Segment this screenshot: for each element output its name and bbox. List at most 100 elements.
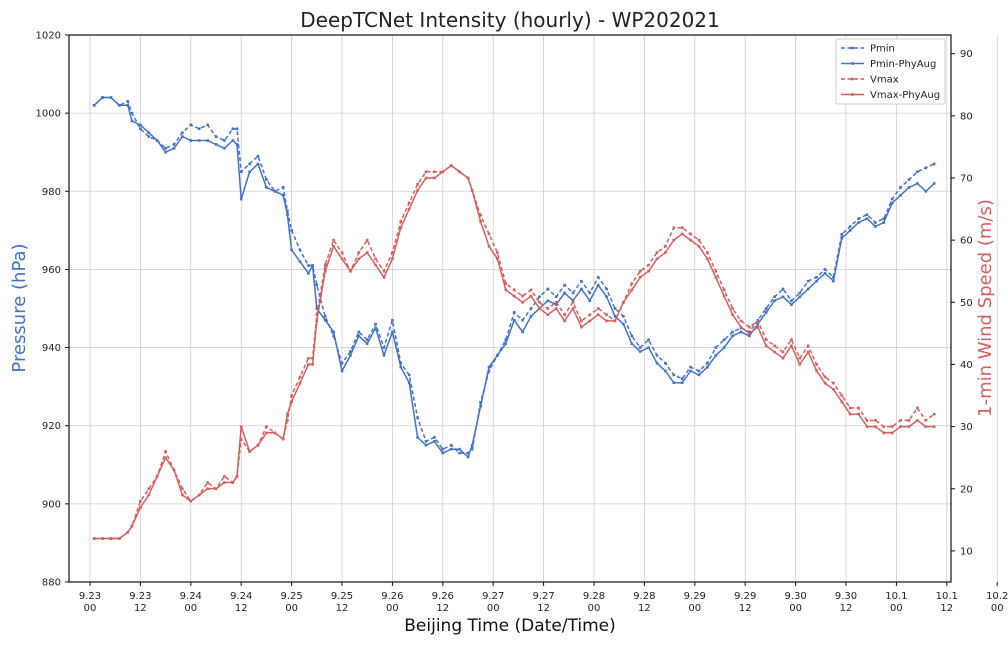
data-point xyxy=(504,338,508,342)
data-point xyxy=(680,226,684,229)
data-point xyxy=(164,147,167,150)
data-point xyxy=(857,217,860,220)
data-point xyxy=(265,178,268,181)
data-point xyxy=(630,288,634,292)
data-point xyxy=(622,315,625,318)
data-point xyxy=(655,251,659,254)
data-point xyxy=(748,330,751,334)
data-point xyxy=(399,361,403,365)
x-tick-time: 12 xyxy=(537,603,550,614)
data-point xyxy=(890,431,894,435)
data-point xyxy=(806,287,810,291)
data-point xyxy=(470,447,474,451)
data-point xyxy=(307,264,310,267)
data-point xyxy=(932,182,936,185)
data-point xyxy=(449,443,453,447)
data-point xyxy=(470,189,474,192)
data-point xyxy=(504,282,508,285)
data-point xyxy=(924,419,928,422)
data-point xyxy=(672,226,676,229)
data-point xyxy=(407,207,411,211)
data-point xyxy=(706,251,709,254)
data-point xyxy=(286,419,289,422)
data-point xyxy=(206,481,209,484)
data-point xyxy=(298,381,302,385)
data-point xyxy=(206,123,209,127)
data-point xyxy=(521,294,524,298)
data-point xyxy=(399,226,403,229)
data-point xyxy=(815,363,818,366)
data-point xyxy=(286,209,289,213)
x-tick-time: 12 xyxy=(840,603,853,614)
data-point xyxy=(504,342,508,345)
data-point xyxy=(739,319,743,323)
data-point xyxy=(622,322,625,326)
data-point xyxy=(588,319,592,323)
data-point xyxy=(382,269,386,273)
data-point xyxy=(92,104,96,107)
data-point xyxy=(580,279,583,283)
data-point xyxy=(433,436,436,439)
x-tick-time: 00 xyxy=(184,603,197,614)
x-tick-date: 9.25 xyxy=(331,591,353,602)
data-point xyxy=(890,425,894,428)
data-point xyxy=(806,279,810,283)
left-tick-label: 940 xyxy=(42,343,61,354)
data-point xyxy=(433,440,436,443)
data-point xyxy=(781,350,785,354)
data-point xyxy=(155,139,159,142)
data-point xyxy=(164,150,167,154)
data-point xyxy=(118,104,121,107)
data-point xyxy=(311,363,314,366)
data-point xyxy=(874,425,877,428)
data-point xyxy=(340,361,344,365)
data-point xyxy=(374,326,377,330)
data-point xyxy=(365,338,369,342)
data-point xyxy=(130,119,134,123)
data-point xyxy=(899,193,902,197)
data-point xyxy=(441,170,445,174)
data-point xyxy=(197,493,201,497)
data-point xyxy=(605,313,608,317)
data-point xyxy=(126,100,130,103)
data-point xyxy=(790,344,793,348)
data-point xyxy=(647,338,650,342)
data-point xyxy=(890,201,894,205)
x-tick-time: 12 xyxy=(336,603,349,614)
data-point xyxy=(340,251,344,254)
data-point xyxy=(790,338,793,341)
left-tick-label: 960 xyxy=(42,265,61,276)
x-tick-date: 9.25 xyxy=(280,591,302,602)
data-point xyxy=(214,487,218,491)
x-tick-date: 10.2 xyxy=(986,591,1008,602)
data-point xyxy=(538,295,541,299)
data-point xyxy=(638,276,642,279)
data-point xyxy=(487,365,491,369)
x-tick-date: 9.27 xyxy=(482,591,504,602)
data-point xyxy=(458,170,461,174)
legend-marker xyxy=(851,93,854,96)
x-axis-label: Beijing Time (Date/Time) xyxy=(404,616,616,636)
data-point xyxy=(290,248,293,252)
x-tick-time: 00 xyxy=(285,603,298,614)
data-point xyxy=(697,373,701,377)
data-point xyxy=(538,307,541,310)
data-point xyxy=(630,282,634,285)
data-point xyxy=(731,313,734,317)
legend-marker xyxy=(851,77,854,81)
data-point xyxy=(416,182,419,186)
data-point xyxy=(197,127,201,131)
data-point xyxy=(622,300,625,304)
data-point xyxy=(546,299,550,302)
data-point xyxy=(840,232,844,236)
data-point xyxy=(655,354,659,357)
data-point xyxy=(756,319,760,323)
data-point xyxy=(773,299,776,302)
data-point xyxy=(365,342,369,345)
data-point xyxy=(899,186,902,189)
data-point xyxy=(147,135,151,138)
x-tick-date: 9.29 xyxy=(684,591,706,602)
data-point xyxy=(231,127,235,131)
data-point xyxy=(466,176,470,180)
data-point xyxy=(563,291,566,295)
